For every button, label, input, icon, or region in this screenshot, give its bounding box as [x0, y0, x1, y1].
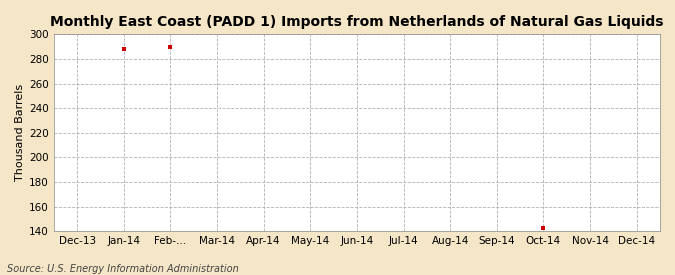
Y-axis label: Thousand Barrels: Thousand Barrels: [15, 84, 25, 182]
Title: Monthly East Coast (PADD 1) Imports from Netherlands of Natural Gas Liquids: Monthly East Coast (PADD 1) Imports from…: [50, 15, 664, 29]
Text: Source: U.S. Energy Information Administration: Source: U.S. Energy Information Administ…: [7, 264, 238, 274]
